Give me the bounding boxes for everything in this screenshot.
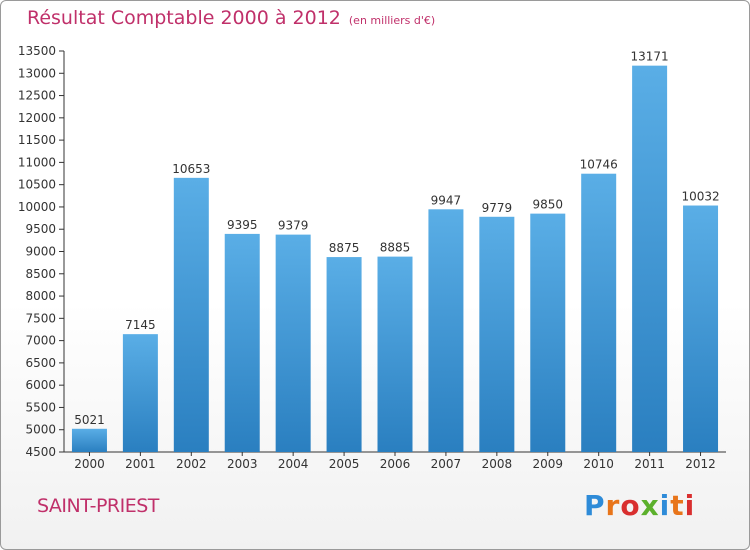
bar-value-label: 13171 bbox=[631, 50, 669, 64]
y-tick-label: 13000 bbox=[18, 66, 56, 80]
bar-value-label: 9850 bbox=[532, 198, 563, 212]
y-tick-label: 8000 bbox=[25, 289, 56, 303]
x-tick-label: 2005 bbox=[329, 457, 360, 471]
y-tick-label: 10000 bbox=[18, 200, 56, 214]
bar-2000 bbox=[71, 428, 107, 452]
x-tick-label: 2010 bbox=[583, 457, 614, 471]
y-tick-label: 8500 bbox=[25, 267, 56, 281]
proxiti-logo: Proxiti bbox=[584, 489, 695, 522]
x-tick-label: 2000 bbox=[74, 457, 105, 471]
x-tick-label: 2007 bbox=[431, 457, 462, 471]
bar-2007 bbox=[428, 209, 464, 452]
x-tick-label: 2006 bbox=[380, 457, 411, 471]
x-tick-label: 2012 bbox=[685, 457, 716, 471]
bar-2010 bbox=[581, 173, 617, 452]
logo-letter: i bbox=[684, 489, 696, 522]
chart-title-text: Résultat Comptable 2000 à 2012 bbox=[27, 7, 341, 29]
y-tick-label: 5500 bbox=[25, 400, 56, 414]
y-tick-label: 11000 bbox=[18, 155, 56, 169]
bar-value-label: 7145 bbox=[125, 318, 156, 332]
y-tick-label: 7500 bbox=[25, 311, 56, 325]
logo-letter: t bbox=[670, 489, 685, 522]
x-tick-label: 2008 bbox=[482, 457, 513, 471]
bar-2012 bbox=[683, 205, 719, 452]
logo-letter: i bbox=[659, 489, 671, 522]
y-tick-label: 5000 bbox=[25, 423, 56, 437]
logo-letter: x bbox=[640, 489, 660, 522]
logo-letter: o bbox=[620, 489, 641, 522]
bar-2001 bbox=[122, 334, 158, 452]
x-tick-label: 2001 bbox=[125, 457, 156, 471]
bar-2005 bbox=[326, 257, 362, 452]
y-tick-label: 12000 bbox=[18, 111, 56, 125]
bar-value-label: 9947 bbox=[431, 193, 462, 207]
bar-value-label: 10746 bbox=[580, 158, 618, 172]
y-tick-label: 9000 bbox=[25, 245, 56, 259]
logo-letter: P bbox=[584, 489, 606, 522]
bar-2008 bbox=[479, 216, 515, 452]
y-tick-label: 6000 bbox=[25, 378, 56, 392]
y-tick-label: 9500 bbox=[25, 222, 56, 236]
chart-unit: (en milliers d'€) bbox=[348, 14, 436, 27]
bars: 5021 7145 10653 9395 9379 8875 8885 9947 9779 985… bbox=[71, 50, 720, 452]
y-tick-label: 6500 bbox=[25, 356, 56, 370]
bar-value-label: 10653 bbox=[172, 162, 210, 176]
bar-2004 bbox=[275, 234, 311, 452]
bar-2011 bbox=[632, 65, 668, 452]
y-tick-label: 11500 bbox=[18, 133, 56, 147]
bar-2002 bbox=[173, 177, 209, 452]
x-tick-label: 2002 bbox=[176, 457, 207, 471]
bar-2006 bbox=[377, 256, 413, 452]
logo-letter: r bbox=[605, 489, 621, 522]
bar-value-label: 9779 bbox=[482, 201, 513, 215]
y-tick-label: 7000 bbox=[25, 334, 56, 348]
bar-2009 bbox=[530, 213, 566, 452]
x-tick-label: 2003 bbox=[227, 457, 258, 471]
y-tick-label: 4500 bbox=[25, 445, 56, 459]
bar-value-label: 8875 bbox=[329, 241, 360, 255]
bar-value-label: 5021 bbox=[74, 413, 105, 427]
x-tick-label: 2011 bbox=[634, 457, 665, 471]
chart-title: Résultat Comptable 2000 à 2012 (en millie… bbox=[27, 7, 435, 29]
x-tick-label: 2004 bbox=[278, 457, 309, 471]
x-tick-label: 2009 bbox=[532, 457, 563, 471]
bar-value-label: 8885 bbox=[380, 241, 411, 255]
y-tick-label: 10500 bbox=[18, 178, 56, 192]
bar-value-label: 10032 bbox=[681, 190, 719, 204]
y-tick-label: 13500 bbox=[18, 44, 56, 58]
x-axis: 2000 2001 2002 2003 2004 2005 2006 2007 2008 2009… bbox=[64, 451, 726, 471]
place-name: SAINT-PRIEST bbox=[37, 495, 159, 517]
bar-value-label: 9395 bbox=[227, 218, 258, 232]
y-tick-label: 12500 bbox=[18, 89, 56, 103]
bar-value-label: 9379 bbox=[278, 219, 309, 233]
bar-2003 bbox=[224, 233, 260, 452]
y-axis: 4500 5000 5500 6000 6500 7000 7500 8000 8500 9000… bbox=[18, 44, 65, 459]
